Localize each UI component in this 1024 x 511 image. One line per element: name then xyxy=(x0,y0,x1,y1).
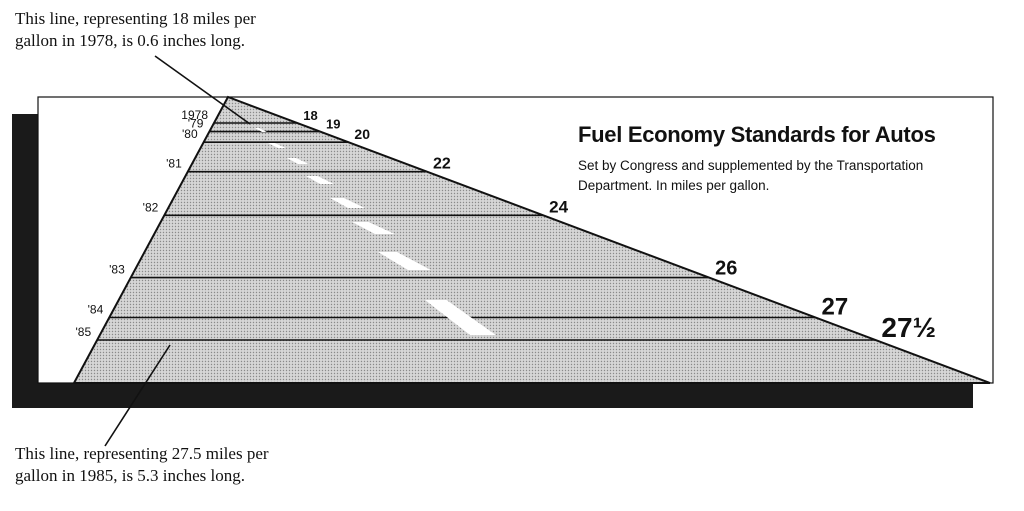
annotation-bottom-line2: gallon in 1985, is 5.3 inches long. xyxy=(15,466,245,485)
annotation-bottom: This line, representing 27.5 miles per g… xyxy=(15,443,269,487)
value-label-2: 20 xyxy=(354,126,370,142)
road-dash-2 xyxy=(287,158,309,164)
road-dash-4 xyxy=(330,198,365,208)
road-dash-5 xyxy=(352,222,395,234)
road-dash-1 xyxy=(268,143,286,148)
year-label-0: 1978 xyxy=(181,108,208,122)
value-label-4: 24 xyxy=(549,197,568,216)
value-label-0: 18 xyxy=(303,108,317,123)
year-label-4: '82 xyxy=(143,200,159,214)
year-label-1: '79 xyxy=(188,117,204,131)
road-dash-3 xyxy=(306,176,334,184)
year-label-3: '81 xyxy=(166,157,182,171)
year-label-5: '83 xyxy=(109,263,125,277)
year-label-2: '80 xyxy=(182,127,198,141)
annotation-pointer-bottom xyxy=(104,344,171,447)
value-label-3: 22 xyxy=(433,156,451,173)
road-dash-7 xyxy=(425,300,496,335)
road-triangle xyxy=(72,95,991,384)
year-label-7: '85 xyxy=(76,325,92,339)
chart-title: Fuel Economy Standards for Autos xyxy=(578,122,936,147)
value-label-5: 26 xyxy=(715,258,737,280)
annotation-top-line1: This line, representing 18 miles per xyxy=(15,9,256,28)
annotation-pointer-top xyxy=(154,55,251,125)
year-label-6: '84 xyxy=(88,303,104,317)
annotation-top-line2: gallon in 1978, is 0.6 inches long. xyxy=(15,31,245,50)
value-label-7: 27½ xyxy=(881,312,936,343)
value-label-1: 19 xyxy=(326,117,340,132)
road-dash-0 xyxy=(255,128,267,132)
annotation-bottom-line1: This line, representing 27.5 miles per xyxy=(15,444,269,463)
chart-subtitle-line1: Set by Congress and supplemented by the … xyxy=(578,158,924,173)
value-label-6: 27 xyxy=(822,294,849,321)
road-dash-6 xyxy=(378,252,431,270)
chart-subtitle-line2: Department. In miles per gallon. xyxy=(578,178,770,193)
annotation-top: This line, representing 18 miles per gal… xyxy=(15,8,256,52)
chart-subtitle: Set by Congress and supplemented by the … xyxy=(578,156,923,196)
